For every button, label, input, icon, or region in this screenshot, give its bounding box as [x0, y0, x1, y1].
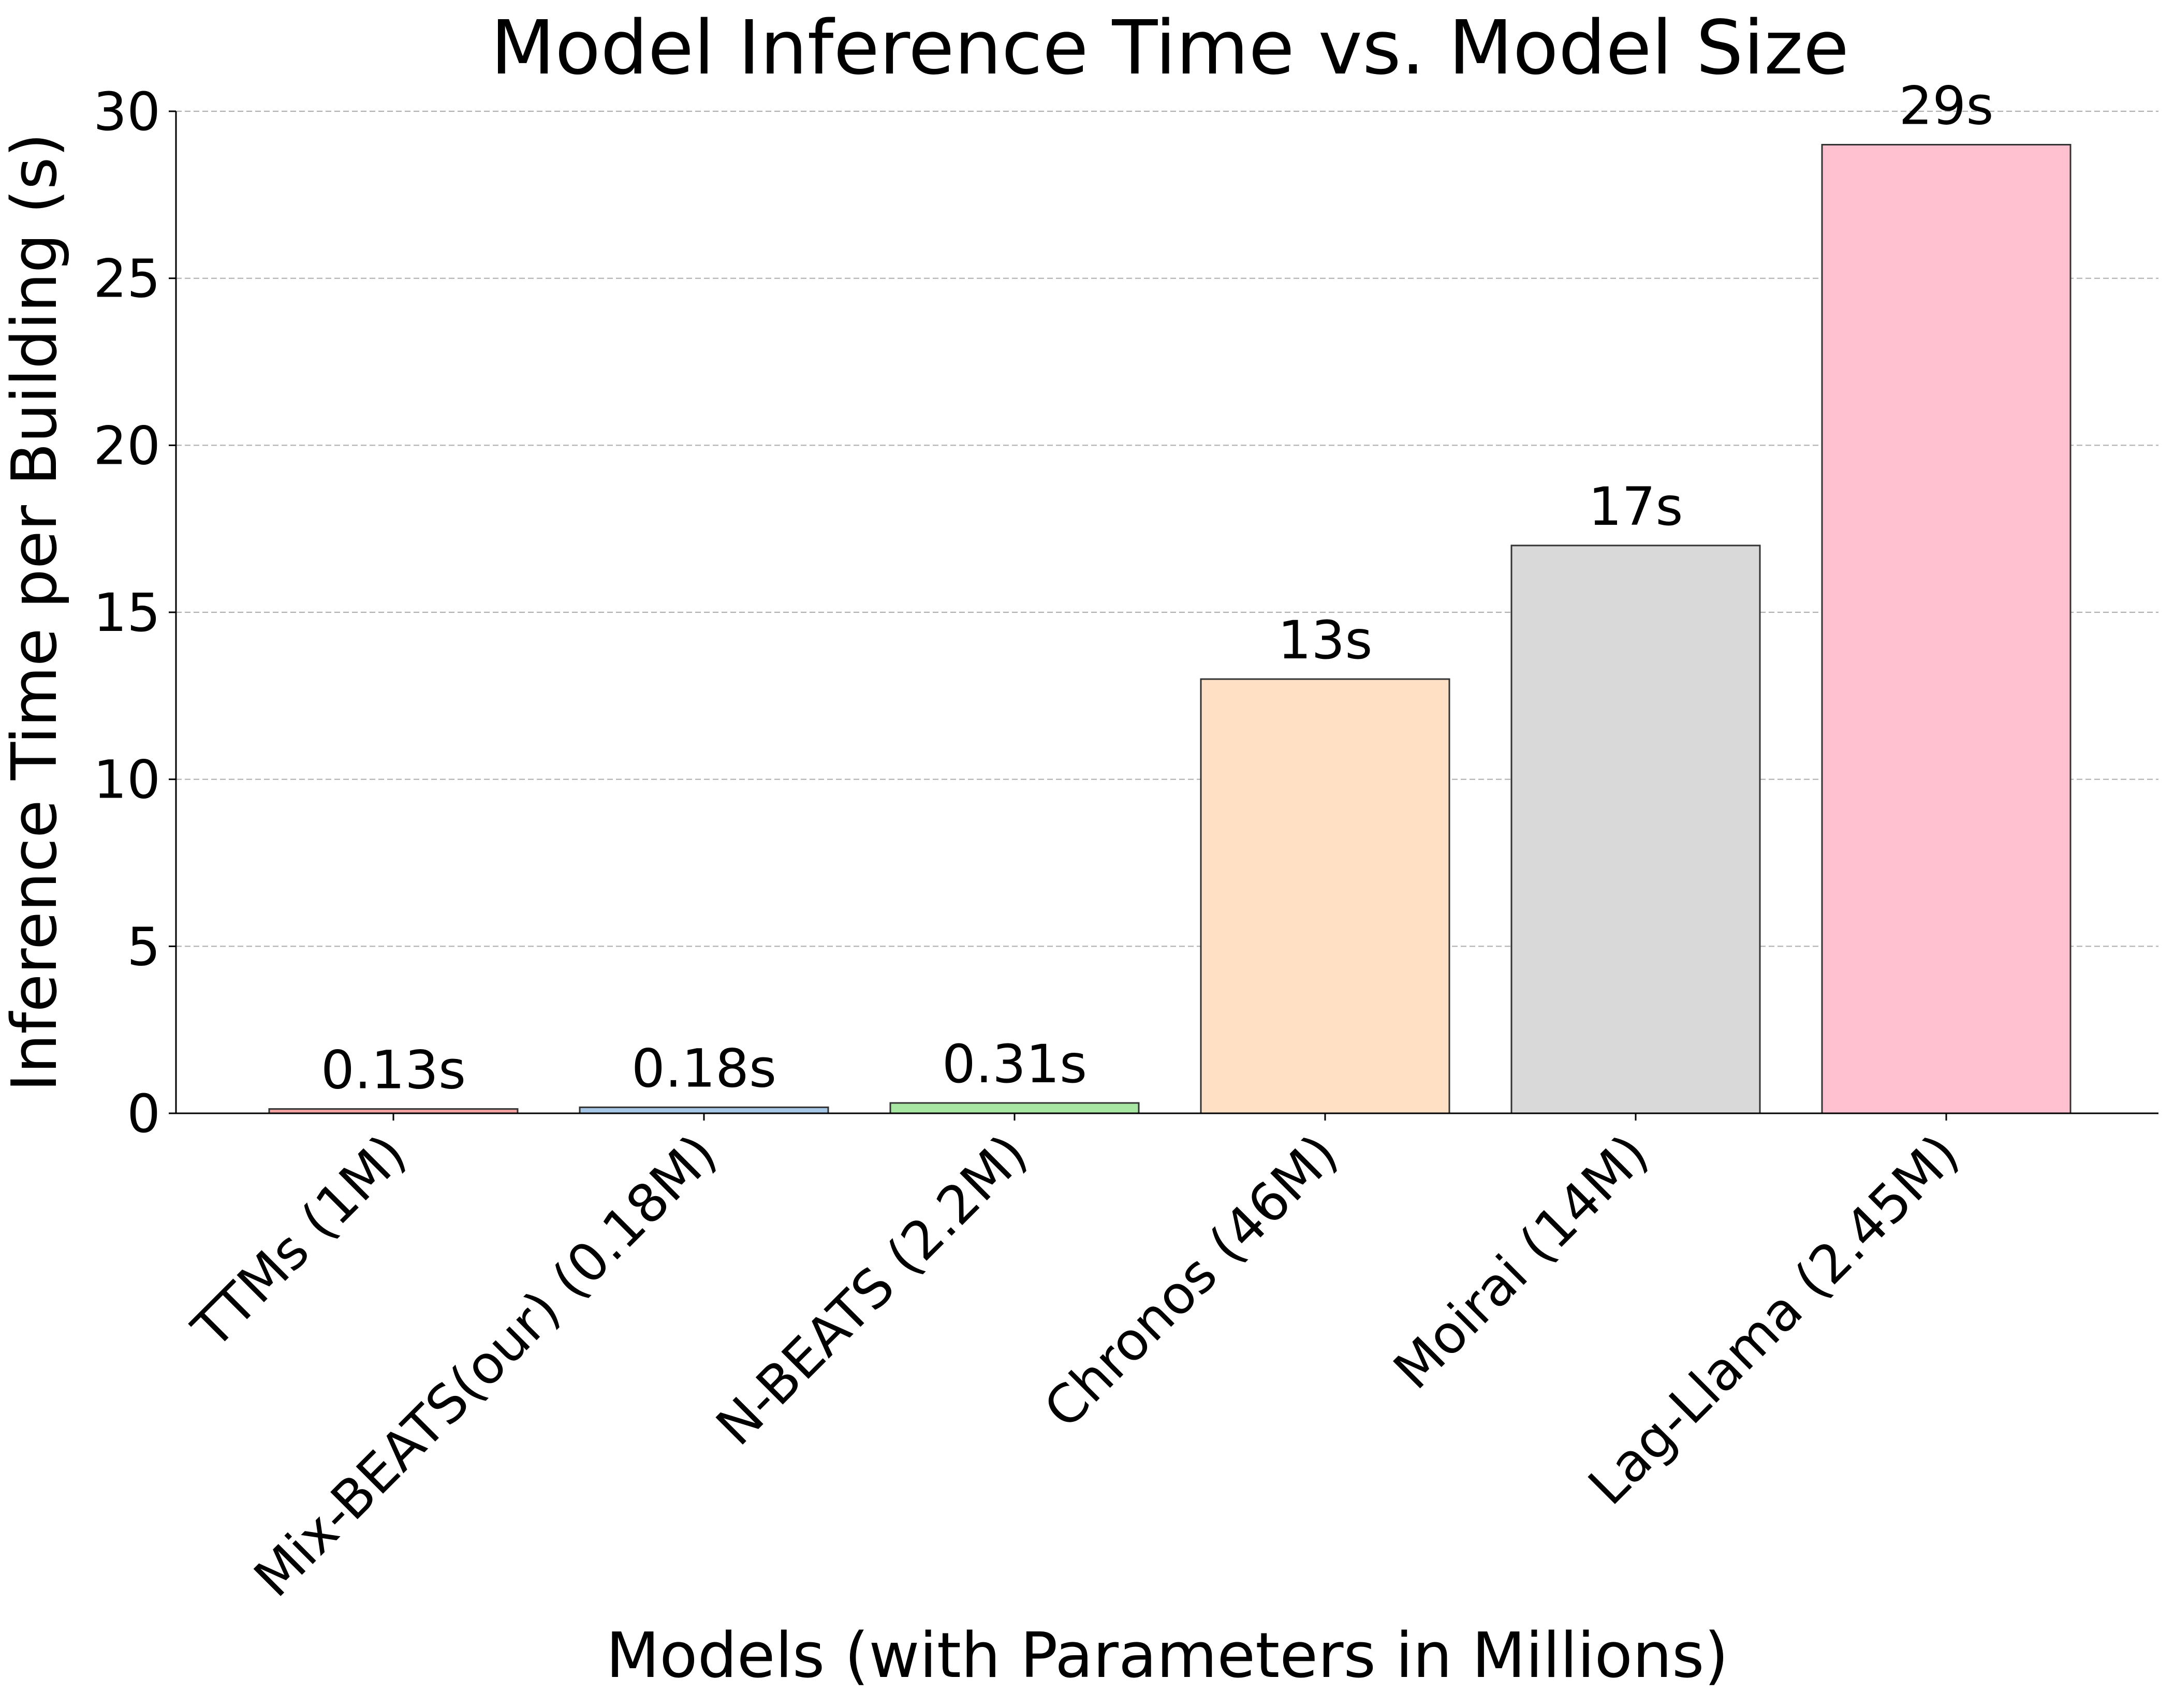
x-tick-label: N-BEATS (2.2M) — [704, 1123, 1039, 1457]
bar-value-label: 29s — [1899, 76, 1994, 137]
bar-value-label: 0.13s — [321, 1040, 466, 1101]
y-gridlines — [176, 110, 2158, 947]
y-tick-label: 10 — [93, 749, 160, 811]
bar — [579, 1106, 829, 1114]
y-tick-label: 30 — [93, 81, 160, 143]
bar-value-label: 13s — [1278, 610, 1373, 671]
bar — [889, 1102, 1140, 1114]
bar — [1821, 144, 2072, 1114]
x-tick-label: Chronos (46M) — [1033, 1123, 1350, 1440]
y-tick-label: 20 — [93, 415, 160, 477]
x-axis-label: Models (with Parameters in Millions) — [606, 1620, 1729, 1692]
y-axis-ticks: 0 5 10 15 20 25 30 — [93, 81, 176, 1145]
y-tick-label: 5 — [127, 916, 160, 978]
y-axis-label: Inference Time per Building (s) — [0, 133, 71, 1092]
chart-title: Model Inference Time vs. Model Size — [491, 4, 1849, 91]
bar-value-labels: 0.13s 0.18s 0.31s 13s 17s 29s — [321, 76, 1994, 1101]
y-tick-label: 15 — [93, 582, 160, 644]
bar — [1510, 544, 1761, 1114]
y-tick-label: 25 — [93, 248, 160, 310]
bar-value-label: 0.18s — [631, 1038, 776, 1099]
x-tick-label: TTMs (1M) — [181, 1123, 418, 1361]
bar-value-label: 17s — [1589, 476, 1683, 538]
x-tick-label: Moirai (14M) — [1382, 1123, 1661, 1402]
bars — [268, 144, 2072, 1114]
bar-value-label: 0.31s — [942, 1034, 1087, 1095]
bar — [1200, 678, 1450, 1114]
x-axis-ticks: TTMs (1M)Mix-BEATS(our) (0.18M)N-BEATS (… — [181, 1113, 1971, 1609]
y-tick-label: 0 — [127, 1083, 160, 1145]
